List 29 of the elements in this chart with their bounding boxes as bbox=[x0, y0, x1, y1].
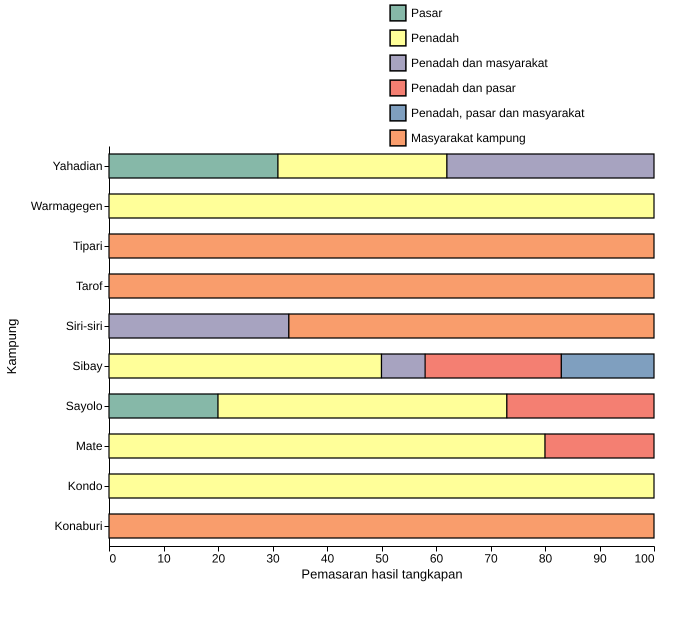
x-tick-label: 50 bbox=[375, 552, 389, 566]
x-tick-label: 60 bbox=[430, 552, 444, 566]
legend-label: Masyarakat kampung bbox=[411, 131, 526, 145]
x-axis-title: Pemasaran hasil tangkapan bbox=[301, 566, 463, 582]
x-tick-label: 90 bbox=[593, 552, 607, 566]
x-tick-label: 40 bbox=[320, 552, 334, 566]
y-tick-label: Siri-siri bbox=[66, 319, 102, 333]
x-tick-label: 100 bbox=[634, 552, 655, 566]
y-axis-title: Kampung bbox=[4, 318, 19, 374]
legend-label: Penadah bbox=[411, 31, 460, 45]
y-tick-label: Kondo bbox=[68, 479, 103, 493]
x-tick-label: 30 bbox=[266, 552, 280, 566]
y-tick-label: Tarof bbox=[76, 279, 104, 293]
y-tick-label: Warmagegen bbox=[30, 199, 102, 213]
y-tick-label: Yahadian bbox=[52, 159, 102, 173]
x-tick-label: 70 bbox=[484, 552, 498, 566]
x-tick-label: 20 bbox=[212, 552, 226, 566]
y-tick-label: Sayolo bbox=[66, 399, 103, 413]
x-tick-label: 80 bbox=[538, 552, 552, 566]
legend-label: Pasar bbox=[411, 6, 442, 20]
legend-label: Penadah dan pasar bbox=[411, 81, 516, 95]
y-tick-label: Konaburi bbox=[54, 519, 102, 533]
x-tick-label: 0 bbox=[110, 552, 116, 566]
y-tick-label: Sibay bbox=[72, 359, 102, 373]
x-tick-label: 10 bbox=[157, 552, 171, 566]
y-tick-label: Tipari bbox=[72, 239, 102, 253]
legend-label: Penadah, pasar dan masyarakat bbox=[411, 106, 586, 120]
y-tick-label: Mate bbox=[76, 439, 103, 453]
legend-label: Penadah dan masyarakat bbox=[411, 56, 548, 70]
